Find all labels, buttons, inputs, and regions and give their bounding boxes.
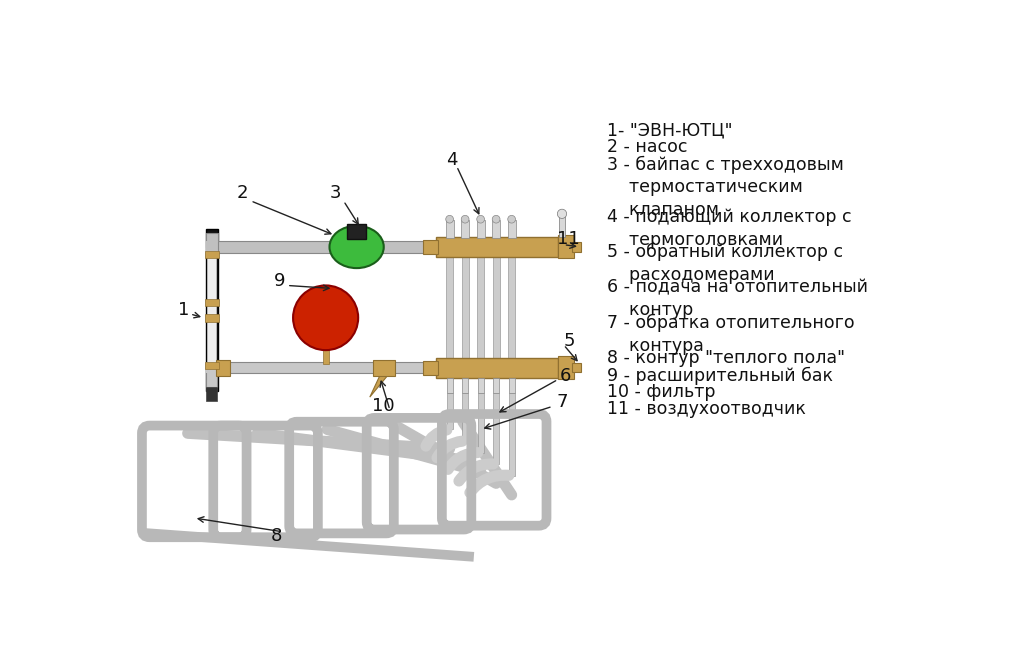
Bar — [462, 378, 468, 393]
Bar — [477, 257, 484, 358]
Bar — [208, 256, 216, 364]
Text: 8 - контур "теплого пола": 8 - контур "теплого пола" — [607, 349, 845, 367]
Text: 7 - обратка отопительного
    контура: 7 - обратка отопительного контура — [607, 314, 855, 355]
Bar — [446, 257, 453, 358]
Ellipse shape — [330, 226, 384, 268]
Bar — [509, 393, 515, 476]
Bar — [493, 220, 500, 239]
Bar — [206, 233, 218, 247]
Bar — [445, 220, 454, 239]
Text: 5: 5 — [564, 332, 575, 350]
Bar — [216, 360, 230, 376]
Text: 1- "ЭВН-ЮТЦ": 1- "ЭВН-ЮТЦ" — [607, 121, 732, 140]
Bar — [446, 378, 453, 393]
Text: 11 - воздухоотводчик: 11 - воздухоотводчик — [607, 400, 806, 418]
Bar — [477, 393, 483, 453]
Bar — [323, 350, 329, 364]
FancyArrowPatch shape — [437, 441, 463, 458]
Bar — [373, 360, 394, 376]
FancyArrowPatch shape — [459, 464, 494, 481]
Bar — [436, 358, 558, 378]
Text: 4 - подающий коллектор с
    термоголовками: 4 - подающий коллектор с термоголовками — [607, 208, 852, 248]
FancyArrowPatch shape — [470, 475, 509, 493]
Bar — [446, 393, 453, 430]
FancyArrowPatch shape — [426, 430, 446, 446]
Text: 2 - насос: 2 - насос — [607, 138, 687, 156]
Bar — [558, 357, 573, 380]
Bar — [572, 363, 582, 372]
Polygon shape — [370, 376, 388, 397]
Bar — [206, 368, 217, 387]
Bar — [477, 220, 484, 239]
Bar — [508, 220, 515, 239]
Bar — [558, 235, 573, 258]
Bar — [509, 378, 515, 393]
Text: 4: 4 — [446, 151, 458, 169]
Text: 8: 8 — [271, 527, 283, 545]
Text: 9: 9 — [274, 272, 286, 290]
Text: 10 - фильтр: 10 - фильтр — [607, 384, 716, 401]
Text: 10: 10 — [373, 397, 395, 415]
Bar — [347, 224, 366, 239]
Circle shape — [557, 209, 566, 218]
Bar — [477, 378, 483, 393]
Text: 1: 1 — [178, 301, 189, 319]
Bar — [423, 240, 438, 254]
Text: 5 - обратный коллектор с
    расходомерами: 5 - обратный коллектор с расходомерами — [607, 243, 843, 284]
Bar — [559, 214, 565, 237]
Bar — [205, 314, 219, 322]
Circle shape — [445, 215, 454, 223]
Bar — [423, 361, 438, 375]
Text: 3 - байпас с трехходовым
    термостатическим
    клапаном: 3 - байпас с трехходовым термостатически… — [607, 156, 844, 219]
Bar — [205, 299, 219, 306]
Text: 7: 7 — [556, 393, 567, 411]
Bar — [205, 251, 219, 258]
Circle shape — [477, 215, 484, 223]
Circle shape — [293, 285, 358, 350]
Circle shape — [493, 215, 500, 223]
Circle shape — [508, 215, 515, 223]
Bar — [218, 241, 523, 253]
Bar — [462, 257, 469, 358]
Text: 9 - расширительный бак: 9 - расширительный бак — [607, 366, 833, 384]
Bar — [461, 220, 469, 239]
Bar — [493, 393, 500, 464]
Bar — [493, 257, 500, 358]
Bar — [205, 362, 219, 370]
Bar — [462, 393, 468, 441]
FancyArrowPatch shape — [447, 453, 478, 469]
Text: 11: 11 — [557, 230, 580, 248]
Circle shape — [461, 215, 469, 223]
Text: 3: 3 — [330, 184, 341, 202]
Bar — [206, 241, 224, 253]
Text: 2: 2 — [237, 184, 249, 202]
Bar — [218, 362, 523, 373]
Bar — [508, 257, 515, 358]
Bar — [206, 387, 217, 401]
Bar — [436, 237, 558, 257]
Text: 6 - подача на отопительный
    контур: 6 - подача на отопительный контур — [607, 279, 868, 320]
Bar — [206, 362, 223, 373]
Bar — [572, 243, 582, 252]
Text: 6: 6 — [560, 366, 571, 385]
Bar — [493, 378, 500, 393]
Bar — [206, 229, 218, 391]
